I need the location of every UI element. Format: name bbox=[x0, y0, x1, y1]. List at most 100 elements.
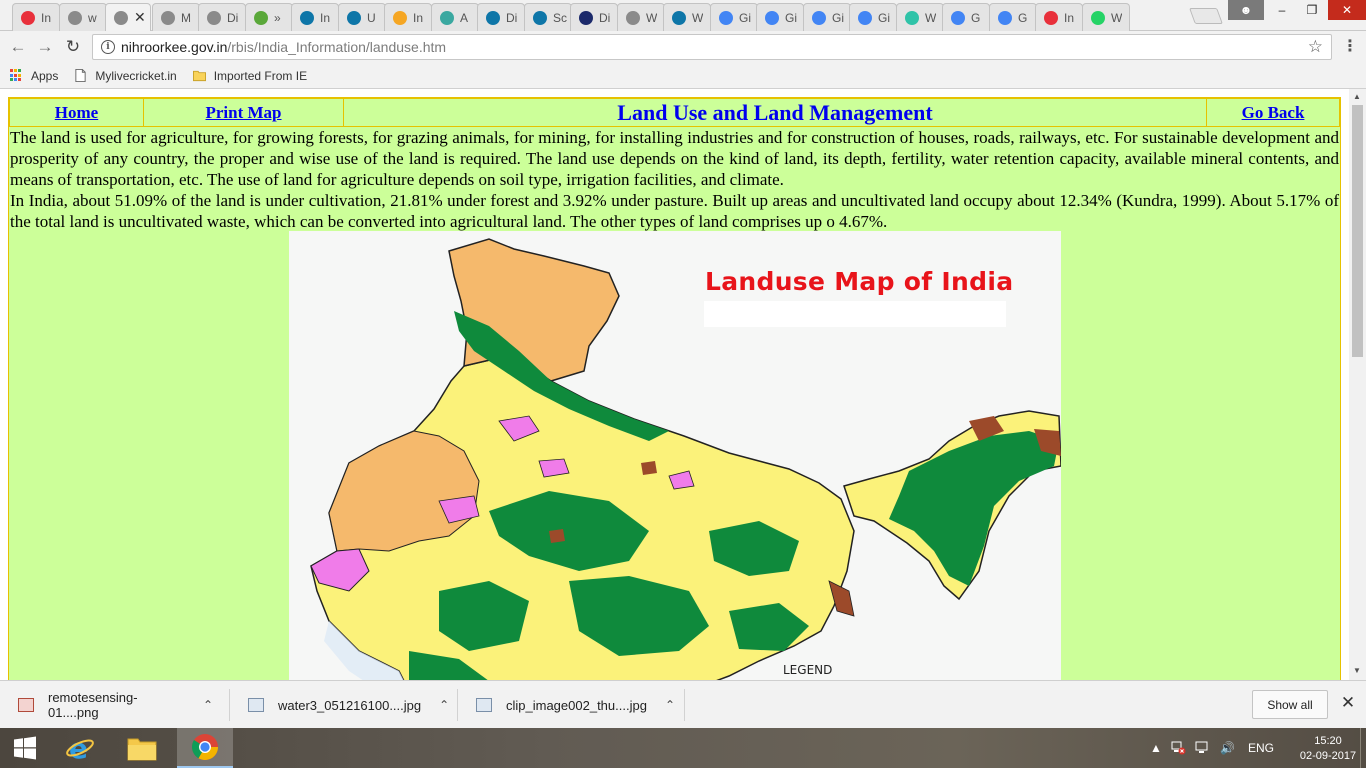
n-icon bbox=[579, 10, 593, 25]
file-explorer-icon[interactable] bbox=[114, 728, 170, 768]
browser-tab[interactable]: In bbox=[1035, 3, 1083, 31]
home-link[interactable]: Home bbox=[54, 102, 99, 122]
forward-button[interactable]: → bbox=[36, 37, 54, 56]
whatsapp-icon bbox=[1091, 10, 1105, 25]
browser-tab[interactable]: » bbox=[245, 3, 293, 31]
print-map-link[interactable]: Print Map bbox=[205, 102, 282, 122]
linkedin-icon bbox=[672, 10, 686, 25]
browser-tab[interactable]: Di bbox=[477, 3, 525, 31]
browser-toolbar: ← → ↻ i nihroorkee.gov.in/rbis/India_Inf… bbox=[0, 31, 1366, 63]
scrollbar-thumb[interactable] bbox=[1352, 105, 1363, 357]
bookmark-imported-from-ie[interactable]: Imported From IE bbox=[192, 69, 307, 83]
google-icon bbox=[951, 10, 965, 25]
tab-title: Di bbox=[599, 10, 611, 25]
page-nav-table: Home Print Map Land Use and Land Managem… bbox=[9, 98, 1340, 127]
reload-button[interactable]: ↻ bbox=[65, 37, 81, 56]
url-host: nihroorkee.gov.in bbox=[121, 39, 228, 55]
page-viewport: Home Print Map Land Use and Land Managem… bbox=[0, 89, 1349, 680]
show-desktop-button[interactable] bbox=[1360, 728, 1366, 768]
browser-tab[interactable]: Sc bbox=[524, 3, 572, 31]
show-all-downloads-button[interactable]: Show all bbox=[1252, 690, 1328, 719]
browser-tab[interactable]: U bbox=[338, 3, 386, 31]
chevron-up-icon[interactable]: ⌃ bbox=[664, 698, 675, 712]
linkedin-icon bbox=[347, 10, 361, 25]
chrome-taskbar-icon[interactable] bbox=[177, 728, 233, 768]
chevron-up-icon[interactable]: ⌃ bbox=[202, 698, 213, 712]
tab-title: In bbox=[1064, 10, 1075, 25]
himalaya-forest-shape bbox=[454, 311, 669, 441]
bookmark-apps[interactable]: Apps bbox=[10, 69, 58, 83]
image-file-icon bbox=[476, 698, 492, 712]
page-icon bbox=[114, 10, 128, 25]
new-tab-button[interactable] bbox=[1189, 8, 1223, 24]
nav-cell-goback: Go Back bbox=[1206, 98, 1340, 127]
browser-tab[interactable]: A bbox=[431, 3, 479, 31]
orange-app-icon bbox=[393, 10, 407, 25]
tab-title: G bbox=[1018, 10, 1028, 25]
show-hidden-icons[interactable]: ▲ bbox=[1150, 741, 1162, 755]
linkedin-icon bbox=[300, 10, 314, 25]
page-title: Land Use and Land Management bbox=[617, 99, 933, 125]
go-back-link[interactable]: Go Back bbox=[1241, 102, 1305, 122]
internet-explorer-icon[interactable]: e bbox=[52, 728, 108, 768]
vertical-scrollbar[interactable]: ▲ ▼ bbox=[1349, 89, 1366, 680]
download-item[interactable]: clip_image002_thu....jpg ⌃ bbox=[458, 689, 685, 721]
browser-tab[interactable]: M bbox=[152, 3, 200, 31]
browser-tab[interactable]: G bbox=[989, 3, 1037, 31]
taskbar-clock[interactable]: 15:20 02-09-2017 bbox=[1298, 734, 1358, 764]
language-indicator[interactable]: ENG bbox=[1248, 741, 1275, 755]
browser-tab[interactable]: In bbox=[384, 3, 432, 31]
network-error-icon[interactable] bbox=[1170, 728, 1186, 768]
close-window-button[interactable]: ✕ bbox=[1328, 0, 1366, 20]
google-icon bbox=[998, 10, 1012, 25]
map-title-box bbox=[704, 301, 1006, 327]
northeast-forest-shape bbox=[889, 431, 1059, 586]
address-bar[interactable]: i nihroorkee.gov.in/rbis/India_Informati… bbox=[92, 34, 1332, 60]
network-icon[interactable] bbox=[1195, 728, 1211, 768]
apps-grid-icon bbox=[10, 69, 23, 82]
scroll-up-arrow-icon[interactable]: ▲ bbox=[1353, 92, 1361, 101]
windows-start-icon[interactable] bbox=[0, 728, 50, 768]
info-icon[interactable]: i bbox=[101, 40, 115, 54]
tab-title: W bbox=[692, 10, 704, 25]
menu-icon[interactable]: ⋮ bbox=[1342, 38, 1358, 55]
download-item[interactable]: water3_051216100....jpg ⌃ bbox=[230, 689, 458, 721]
browser-tab[interactable]: W bbox=[1082, 3, 1130, 31]
browser-tab[interactable]: L✕ bbox=[105, 3, 151, 31]
chevron-up-icon[interactable]: ⌃ bbox=[439, 698, 450, 712]
close-icon[interactable]: ✕ bbox=[1340, 693, 1356, 712]
download-item[interactable]: remotesensing-01....png ⌃ bbox=[0, 689, 230, 721]
scroll-down-arrow-icon[interactable]: ▼ bbox=[1353, 666, 1361, 675]
tab-title: M bbox=[181, 10, 191, 25]
browser-tab[interactable]: Gi bbox=[849, 3, 897, 31]
back-button[interactable]: ← bbox=[9, 37, 27, 56]
browser-tab[interactable]: In bbox=[12, 3, 60, 31]
browser-tab[interactable]: Gi bbox=[756, 3, 804, 31]
browser-tab[interactable]: Di bbox=[198, 3, 246, 31]
map-legend-label: LEGEND bbox=[783, 663, 833, 677]
tab-close-icon[interactable]: ✕ bbox=[134, 9, 146, 25]
bookmark-mylivecricket[interactable]: Mylivecricket.in bbox=[74, 69, 177, 83]
browser-tab[interactable]: Gi bbox=[803, 3, 851, 31]
page-icon bbox=[161, 10, 175, 25]
browser-tab[interactable]: Di bbox=[570, 3, 618, 31]
page-icon bbox=[75, 69, 86, 82]
browser-tab[interactable]: W bbox=[663, 3, 711, 31]
browser-tab[interactable]: W bbox=[617, 3, 665, 31]
user-icon[interactable]: ☻ bbox=[1228, 0, 1264, 20]
kashmir-region-shape bbox=[448, 238, 620, 382]
browser-tab[interactable]: In bbox=[291, 3, 339, 31]
volume-icon[interactable]: 🔊 bbox=[1220, 741, 1235, 755]
nav-cell-title: Land Use and Land Management bbox=[343, 98, 1207, 127]
browser-tab[interactable]: Gi bbox=[710, 3, 758, 31]
page-content: Home Print Map Land Use and Land Managem… bbox=[8, 97, 1341, 680]
tab-title: Gi bbox=[878, 10, 890, 25]
map-title: Landuse Map of India bbox=[705, 267, 1014, 296]
restore-button[interactable]: ❐ bbox=[1306, 3, 1318, 17]
bookmark-star-icon[interactable]: ☆ bbox=[1307, 37, 1323, 56]
browser-tab[interactable]: G bbox=[942, 3, 990, 31]
browser-tab[interactable]: W bbox=[896, 3, 944, 31]
browser-tab[interactable]: w bbox=[59, 3, 107, 31]
linkedin-icon bbox=[486, 10, 500, 25]
minimize-button[interactable]: – bbox=[1278, 3, 1286, 17]
